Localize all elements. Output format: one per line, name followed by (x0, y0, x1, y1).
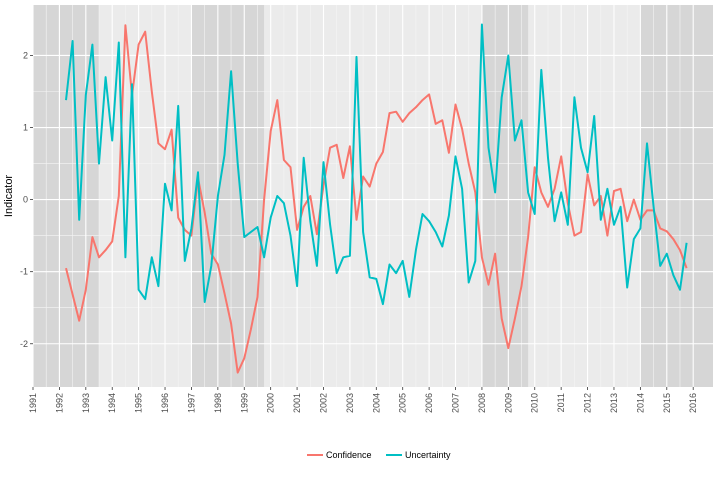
x-tick-label: 2008 (477, 393, 487, 413)
x-tick-label: 2013 (609, 393, 619, 413)
x-tick-label: 2011 (556, 393, 566, 412)
x-tick-label: 2009 (503, 393, 513, 413)
x-tick-label: 2007 (451, 393, 461, 413)
y-tick-label: 2 (23, 50, 28, 60)
y-tick-label: 0 (23, 195, 28, 205)
x-tick-label: 2006 (424, 393, 434, 413)
x-tick-label: 2004 (371, 393, 381, 413)
x-tick-label: 2001 (292, 393, 302, 413)
x-tick-label: 2003 (345, 393, 355, 413)
x-tick-label: 1998 (213, 393, 223, 413)
series-line-uncertainty (65, 23, 688, 306)
x-tick-label: 1994 (107, 393, 117, 413)
x-tick-label: 1991 (28, 393, 38, 413)
x-axis: 1991 1992 1993 1994 1995 1996 1997 1998 1999 2000… (28, 387, 698, 413)
x-tick-label: 2000 (266, 393, 276, 413)
x-tick-label: 2016 (688, 393, 698, 413)
x-tick-label: 1992 (54, 393, 64, 413)
x-tick-label: 2012 (583, 393, 593, 413)
x-tick-label: 2002 (318, 393, 328, 413)
shaded-period-0 (33, 5, 100, 387)
y-axis-title: Indicator (3, 175, 15, 218)
minor-gridlines (33, 5, 713, 387)
legend: Confidence Uncertainty (307, 450, 451, 460)
x-tick-label: 1997 (186, 393, 196, 413)
x-tick-label: 1995 (134, 393, 144, 413)
x-tick-label: 1993 (81, 393, 91, 413)
y-tick-label: -2 (20, 339, 28, 349)
x-tick-label: 2015 (662, 393, 672, 413)
x-tick-label: 2005 (398, 393, 408, 413)
y-tick-label: -1 (20, 267, 28, 277)
y-tick-label: 1 (23, 123, 28, 133)
x-tick-label: 1996 (160, 393, 170, 413)
shaded-period-2 (481, 5, 529, 387)
legend-label-confidence: Confidence (326, 450, 372, 460)
series-lines (65, 23, 688, 374)
y-axis: -2 -1 0 1 2 (20, 50, 33, 349)
x-tick-label: 2010 (530, 393, 540, 413)
shaded-period-3 (640, 5, 713, 387)
x-tick-label: 1999 (239, 393, 249, 413)
legend-label-uncertainty: Uncertainty (405, 450, 451, 460)
x-tick-label: 2014 (635, 393, 645, 413)
